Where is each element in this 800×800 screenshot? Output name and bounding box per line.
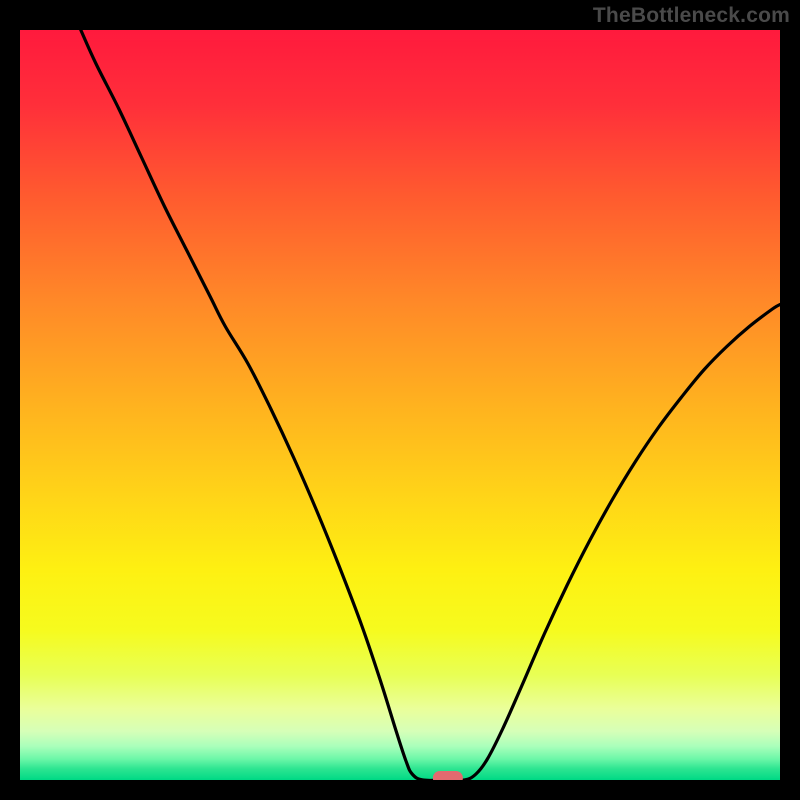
chart-stage: TheBottleneck.com xyxy=(0,0,800,800)
bottleneck-chart xyxy=(0,0,800,800)
watermark-text: TheBottleneck.com xyxy=(593,4,790,28)
